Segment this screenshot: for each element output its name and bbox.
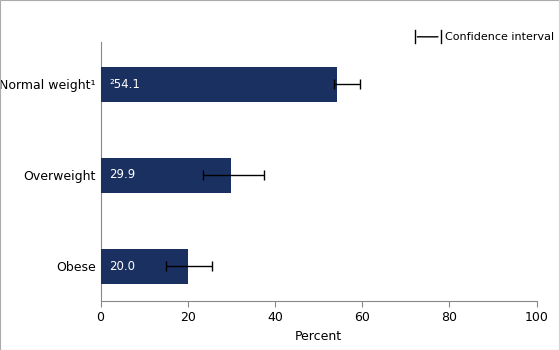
Text: Confidence interval: Confidence interval (445, 32, 554, 42)
Text: 20.0: 20.0 (110, 259, 135, 273)
Bar (101, 66, 337, 102)
Bar (101, 248, 188, 284)
Text: 29.9: 29.9 (110, 168, 136, 182)
Text: ²54.1: ²54.1 (110, 77, 140, 91)
Bar (101, 158, 231, 192)
X-axis label: Percent: Percent (295, 330, 342, 343)
